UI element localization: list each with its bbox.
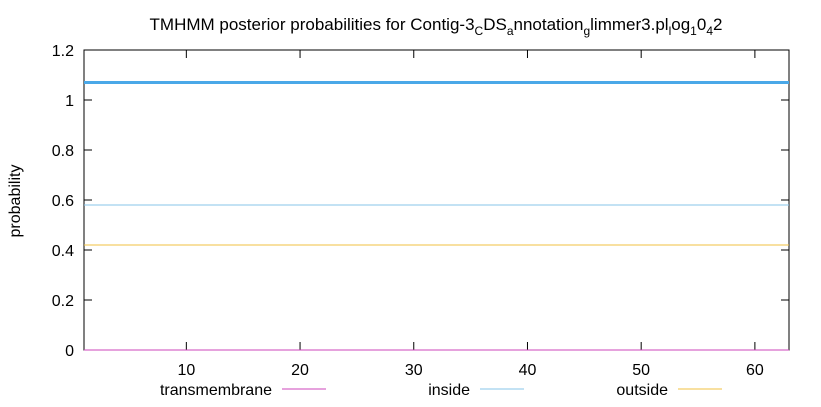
y-tick-label: 0.4 xyxy=(52,243,74,260)
legend: transmembrane inside outside xyxy=(160,382,722,399)
chart-title-segment: g xyxy=(583,24,590,38)
legend-label-transmembrane: transmembrane xyxy=(160,382,272,399)
y-tick-label: 1.2 xyxy=(52,43,74,60)
legend-label-inside: inside xyxy=(428,382,470,399)
x-tick-label: 10 xyxy=(177,362,195,379)
x-tick-label: 20 xyxy=(291,362,309,379)
y-tick-label: 1 xyxy=(65,93,74,110)
x-tick-label: 50 xyxy=(632,362,650,379)
chart-title-segment: 0 xyxy=(697,15,706,34)
chart-title-segment: 2 xyxy=(713,15,722,34)
x-axis: 10 20 30 40 50 60 xyxy=(177,50,764,379)
y-axis: 0 0.2 0.4 0.6 0.8 1 1.2 xyxy=(52,43,789,360)
y-axis-label: probability xyxy=(7,165,24,238)
y-tick-label: 0.2 xyxy=(52,293,74,310)
chart-title-segment: C xyxy=(475,24,484,38)
chart-title-segment: 1 xyxy=(690,24,697,38)
chart-title-segment: TMHMM posterior probabilities for Contig… xyxy=(150,15,475,34)
x-tick-label: 30 xyxy=(405,362,423,379)
chart-title-segment: a xyxy=(507,24,514,38)
chart-title-segment: l xyxy=(669,24,672,38)
y-tick-label: 0 xyxy=(65,343,74,360)
chart-title: TMHMM posterior probabilities for Contig… xyxy=(150,15,723,38)
chart-title-segment: limmer3.pl xyxy=(590,15,668,34)
y-tick-label: 0.8 xyxy=(52,143,74,160)
x-tick-label: 40 xyxy=(519,362,537,379)
legend-label-outside: outside xyxy=(616,382,668,399)
x-tick-label: 60 xyxy=(746,362,764,379)
plot-area-frame xyxy=(83,49,790,351)
chart-title-segment: nnotation xyxy=(514,15,584,34)
y-tick-label: 0.6 xyxy=(52,193,74,210)
chart-title-segment: og xyxy=(671,15,690,34)
series-lines xyxy=(84,81,789,351)
chart-title-segment: 4 xyxy=(706,24,713,38)
chart-title-segment: DS xyxy=(483,15,507,34)
